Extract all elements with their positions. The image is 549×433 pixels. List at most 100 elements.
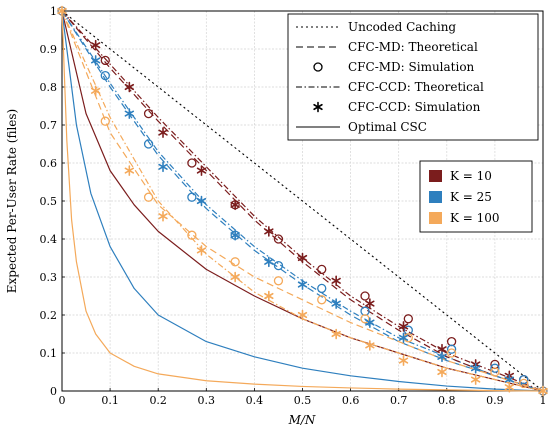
color-legend-label: K = 100: [450, 211, 500, 225]
y-tick-label: 0.7: [40, 119, 58, 132]
data-point-asterisk: [230, 199, 240, 211]
series-layer: [57, 5, 548, 397]
series-line: [61, 10, 544, 392]
data-point-asterisk: [331, 298, 341, 309]
data-point-asterisk: [470, 374, 481, 385]
style-legend-label: Optimal CSC: [348, 120, 427, 134]
data-point-circle: [187, 192, 197, 202]
style-legend-box: [287, 13, 539, 141]
data-point-circle: [143, 108, 154, 119]
axis-ticks: 0 0.1 0.2 0.3 0.4 0.5 0.6 0.7 0.8 0.9 1 0 0.1 0.2 0.3 0…: [40, 5, 547, 407]
series-line: [61, 10, 544, 392]
data-point-circle: [446, 344, 457, 354]
endpoint-marker: [57, 5, 67, 17]
y-tick-label: 0.9: [40, 43, 58, 56]
style-legend-entry: CFC-CCD: Simulation: [313, 100, 481, 114]
data-point-circle: [317, 283, 327, 294]
y-tick-label: 0: [50, 385, 57, 398]
data-point-asterisk: [264, 256, 274, 268]
color-legend-label: K = 10: [450, 169, 492, 183]
data-point-circle: [273, 276, 284, 286]
color-legend-entry: K = 10: [429, 169, 492, 183]
color-legend-label: K = 25: [450, 190, 492, 204]
x-axis-label: M/N: [288, 413, 316, 427]
color-swatch: [429, 191, 442, 203]
data-point-asterisk: [365, 317, 375, 328]
series-line: [61, 10, 544, 392]
data-point-asterisk: [398, 332, 409, 344]
data-point-circle: [187, 158, 197, 168]
data-point-asterisk: [124, 108, 135, 119]
data-point-asterisk: [331, 275, 341, 287]
data-point-asterisk: [331, 328, 341, 340]
data-point-circle: [490, 363, 500, 373]
data-point-asterisk: [196, 195, 207, 207]
series-cfc-md-theoretical-k-100: [61, 10, 544, 392]
color-swatch: [429, 170, 442, 182]
y-tick-label: 0.2: [40, 309, 58, 322]
data-point-circle: [273, 234, 284, 244]
x-tick-label: 0.5: [294, 394, 312, 407]
data-point-circle: [490, 367, 500, 377]
data-point-asterisk: [504, 381, 515, 393]
data-point-circle: [143, 139, 154, 149]
data-point-asterisk: [158, 161, 168, 173]
data-point-circle: [317, 264, 327, 275]
endpoint-asterisk: [538, 385, 548, 397]
style-legend-label: CFC-CCD: Theoretical: [348, 80, 484, 94]
style-legend-label: CFC-CCD: Simulation: [348, 100, 481, 114]
data-point-asterisk: [230, 271, 240, 283]
series-cfc-md-simulation-k-100: [100, 116, 529, 389]
color-swatch: [429, 212, 442, 224]
data-point-circle: [446, 348, 457, 358]
style-legend: Uncoded Caching CFC-MD: Theoretical CFC-MD…: [287, 13, 539, 141]
data-point-asterisk: [437, 366, 447, 378]
series-cfc-ccd-simulation-k-10: [90, 39, 515, 382]
data-point-asterisk: [264, 290, 274, 302]
series-cfc-ccd-simulation-k-25: [90, 55, 515, 385]
style-legend-entry: CFC-MD: Simulation: [313, 60, 475, 74]
data-point-circle: [360, 314, 370, 324]
data-point-asterisk: [158, 127, 168, 138]
style-legend-entry: CFC-MD: Theoretical: [296, 40, 478, 54]
y-tick-label: 0.4: [40, 233, 58, 246]
style-legend-label: Uncoded Caching: [348, 20, 456, 34]
data-point-asterisk: [365, 340, 375, 351]
y-tick-label: 0.6: [40, 157, 58, 170]
style-legend-entry: CFC-CCD: Theoretical: [296, 80, 484, 94]
data-point-asterisk: [398, 321, 409, 332]
series-line: [61, 10, 544, 392]
x-tick-label: 0.4: [246, 394, 264, 407]
y-tick-label: 0.8: [40, 81, 58, 94]
color-legend-entry: K = 100: [429, 211, 500, 225]
data-point-asterisk: [158, 210, 168, 222]
x-tick-label: 0.9: [486, 394, 504, 407]
y-tick-label: 0.1: [40, 347, 58, 360]
style-legend-entry: Optimal CSC: [296, 120, 427, 134]
data-point-asterisk: [297, 309, 308, 321]
data-point-asterisk: [196, 245, 207, 256]
data-point-asterisk: [124, 81, 135, 93]
x-tick-label: 0.7: [390, 394, 408, 407]
series-optimal-csc-k-25: [61, 10, 544, 392]
endpoint-marker: [538, 385, 548, 397]
data-point-asterisk: [196, 165, 207, 176]
data-point-asterisk: [90, 39, 101, 51]
series-cfc-ccd-simulation-k-100: [90, 85, 515, 393]
x-tick-label: 1: [540, 394, 547, 407]
style-legend-entry: Uncoded Caching: [296, 20, 456, 34]
style-legend-label: CFC-MD: Theoretical: [348, 40, 478, 54]
data-point-circle: [100, 116, 110, 126]
legend-circle-symbol: [313, 62, 323, 72]
data-point-circle: [519, 374, 529, 385]
y-tick-label: 1: [50, 5, 57, 18]
x-tick-label: 0.3: [198, 394, 216, 407]
data-point-asterisk: [230, 229, 240, 241]
x-tick-label: 0: [59, 394, 66, 407]
color-legend: K = 10 K = 25 K = 100: [419, 160, 533, 233]
series-cfc-md-simulation-k-25: [100, 70, 529, 385]
y-tick-label: 0.3: [40, 271, 58, 284]
data-point-asterisk: [297, 279, 308, 290]
data-point-circle: [187, 230, 197, 240]
